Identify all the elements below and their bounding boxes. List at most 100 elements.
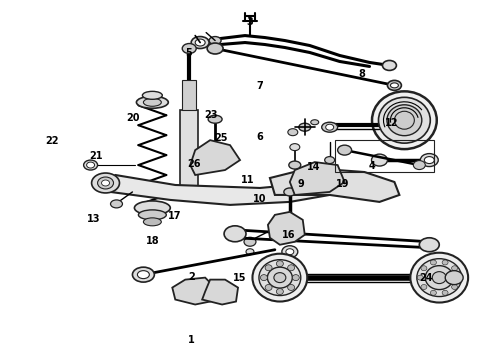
Ellipse shape xyxy=(290,144,300,150)
Ellipse shape xyxy=(391,83,398,88)
Text: 19: 19 xyxy=(336,179,349,189)
Text: 2: 2 xyxy=(188,272,195,282)
Polygon shape xyxy=(100,175,330,205)
Ellipse shape xyxy=(424,157,434,163)
Ellipse shape xyxy=(322,122,338,132)
Ellipse shape xyxy=(261,275,268,280)
Polygon shape xyxy=(172,278,215,305)
Text: 16: 16 xyxy=(282,230,295,239)
Ellipse shape xyxy=(208,115,222,123)
Ellipse shape xyxy=(244,237,256,246)
Text: 5: 5 xyxy=(186,48,192,58)
Ellipse shape xyxy=(265,284,272,291)
Ellipse shape xyxy=(293,275,299,280)
Text: 17: 17 xyxy=(168,211,181,221)
Ellipse shape xyxy=(246,249,254,255)
Ellipse shape xyxy=(144,218,161,226)
Text: 22: 22 xyxy=(46,136,59,145)
Ellipse shape xyxy=(84,160,98,170)
Ellipse shape xyxy=(394,111,415,129)
Polygon shape xyxy=(268,212,305,245)
Ellipse shape xyxy=(259,260,301,296)
Ellipse shape xyxy=(421,284,427,289)
Ellipse shape xyxy=(387,105,422,136)
Text: 26: 26 xyxy=(187,159,200,169)
Ellipse shape xyxy=(425,266,453,289)
Ellipse shape xyxy=(442,290,448,295)
Ellipse shape xyxy=(442,260,448,265)
Ellipse shape xyxy=(289,161,301,169)
Ellipse shape xyxy=(282,246,298,258)
Ellipse shape xyxy=(371,154,388,166)
Ellipse shape xyxy=(276,261,283,267)
Ellipse shape xyxy=(372,91,437,149)
Ellipse shape xyxy=(195,39,205,46)
Ellipse shape xyxy=(138,210,166,220)
Ellipse shape xyxy=(430,260,437,265)
Ellipse shape xyxy=(419,238,439,252)
Text: 24: 24 xyxy=(419,273,432,283)
Text: 25: 25 xyxy=(214,134,227,143)
Text: 13: 13 xyxy=(87,215,100,224)
Ellipse shape xyxy=(288,129,298,136)
Text: 8: 8 xyxy=(359,69,366,79)
Text: 14: 14 xyxy=(307,162,320,172)
Ellipse shape xyxy=(325,157,335,163)
Ellipse shape xyxy=(92,173,120,193)
Text: 4: 4 xyxy=(368,161,375,171)
Polygon shape xyxy=(270,168,399,202)
Ellipse shape xyxy=(143,91,162,99)
Ellipse shape xyxy=(265,265,272,271)
Text: 15: 15 xyxy=(233,273,247,283)
Text: 18: 18 xyxy=(146,236,159,246)
Ellipse shape xyxy=(284,188,296,196)
Text: 23: 23 xyxy=(204,111,218,121)
Ellipse shape xyxy=(414,161,425,170)
Ellipse shape xyxy=(207,43,223,54)
Text: 9: 9 xyxy=(298,179,304,189)
Bar xyxy=(180,110,198,195)
Ellipse shape xyxy=(98,177,114,189)
Ellipse shape xyxy=(274,273,286,283)
Ellipse shape xyxy=(286,249,294,255)
Ellipse shape xyxy=(338,145,352,155)
Text: 21: 21 xyxy=(89,150,103,161)
Ellipse shape xyxy=(299,123,311,131)
Text: 10: 10 xyxy=(253,194,267,204)
Ellipse shape xyxy=(430,290,437,295)
Polygon shape xyxy=(190,140,240,175)
Ellipse shape xyxy=(191,37,209,49)
Bar xyxy=(335,140,434,172)
Ellipse shape xyxy=(378,97,430,143)
Ellipse shape xyxy=(101,180,110,186)
Text: 20: 20 xyxy=(126,113,140,123)
Ellipse shape xyxy=(111,200,122,208)
Ellipse shape xyxy=(224,226,246,242)
Ellipse shape xyxy=(144,98,161,106)
Ellipse shape xyxy=(311,120,319,125)
Ellipse shape xyxy=(383,60,396,71)
Polygon shape xyxy=(202,280,238,305)
Bar xyxy=(182,80,196,110)
Ellipse shape xyxy=(288,284,294,291)
Ellipse shape xyxy=(134,201,171,215)
Text: 3: 3 xyxy=(246,17,253,27)
Ellipse shape xyxy=(388,80,401,90)
Ellipse shape xyxy=(420,154,438,167)
Ellipse shape xyxy=(452,284,458,289)
Polygon shape xyxy=(290,162,344,195)
Ellipse shape xyxy=(268,267,293,288)
Ellipse shape xyxy=(421,266,427,271)
Text: 11: 11 xyxy=(241,175,254,185)
Ellipse shape xyxy=(288,265,294,271)
Ellipse shape xyxy=(445,271,463,285)
Ellipse shape xyxy=(252,254,307,302)
Text: 6: 6 xyxy=(256,132,263,142)
Ellipse shape xyxy=(417,275,423,280)
Ellipse shape xyxy=(87,162,95,168)
Ellipse shape xyxy=(209,37,221,45)
Ellipse shape xyxy=(132,267,154,282)
Ellipse shape xyxy=(276,289,283,294)
Ellipse shape xyxy=(136,96,168,108)
Text: 7: 7 xyxy=(256,81,263,91)
